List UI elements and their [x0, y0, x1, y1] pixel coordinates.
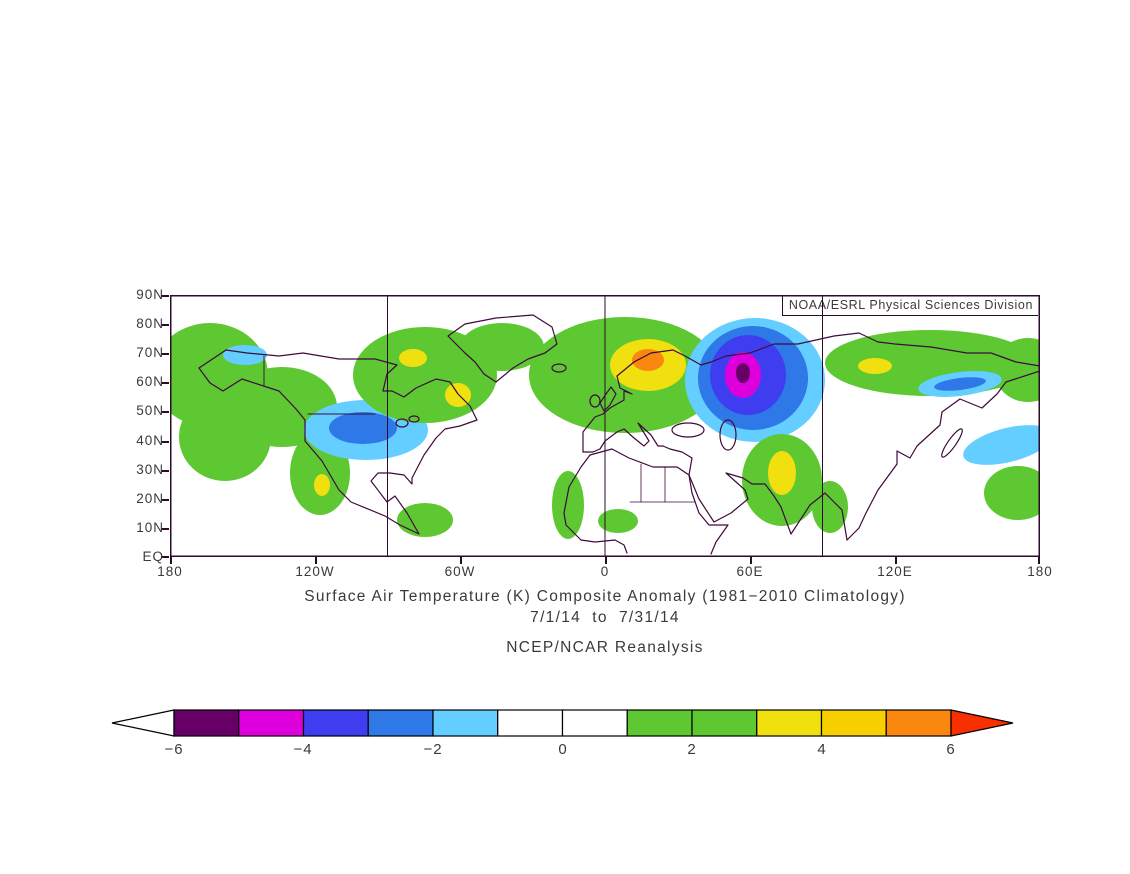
- lat-label-10n: 10N: [136, 520, 164, 535]
- lon-tick-mark: [750, 557, 752, 564]
- coast-africa-west: [563, 454, 628, 554]
- plot-date-range: 7/1/14 to 7/31/14: [530, 609, 680, 626]
- anomaly-blob-east-china-negative: [963, 425, 1053, 465]
- colorbar-arrow-left: [111, 709, 175, 737]
- coast-japan: [941, 428, 963, 458]
- lon-tick-mark: [460, 557, 462, 564]
- lat-label-90n: 90N: [136, 287, 164, 302]
- lat-label-eq: EQ: [142, 549, 164, 564]
- lat-label-60n: 60N: [136, 374, 164, 389]
- colorbar-segment: [238, 709, 305, 737]
- colorbar-label-2: 2: [687, 741, 697, 758]
- anomaly-blob-russia-negative-core: [736, 363, 750, 383]
- colorbar-segment: [820, 709, 887, 737]
- map-frame-border: [170, 295, 1040, 557]
- colorbar-segment: [885, 709, 952, 737]
- coast-africa-north-east: [589, 448, 729, 555]
- anomaly-blob-india-positive: [812, 481, 848, 533]
- colorbar-segment: [432, 709, 499, 737]
- lon-label-0: 0: [600, 564, 610, 579]
- great-lake-1: [395, 418, 409, 428]
- lon-tick-mark: [170, 557, 172, 564]
- colorbar-arrow-right: [950, 709, 1014, 737]
- lat-label-70n: 70N: [136, 345, 164, 360]
- colorbar: [110, 709, 1015, 737]
- anomaly-blob-north-alaska-negative: [223, 345, 267, 365]
- black-sea: [671, 422, 705, 438]
- anomaly-blob-siberia-yellow: [858, 358, 892, 374]
- coast-iceland: [551, 363, 567, 373]
- anomaly-blob-caribbean-positive: [397, 503, 453, 537]
- lon-label-120e: 120E: [877, 564, 913, 579]
- anomaly-blob-amur-core: [934, 377, 986, 391]
- colorbar-segment: [367, 709, 434, 737]
- colorbar-segment: [756, 709, 823, 737]
- colorbar-label-4: 4: [817, 741, 827, 758]
- anomaly-blob-greenland-positive: [460, 323, 544, 371]
- lat-label-40n: 40N: [136, 433, 164, 448]
- colorbar-segment: [173, 709, 240, 737]
- colorbar-segment: [302, 709, 369, 737]
- lon-tick-mark: [315, 557, 317, 564]
- map-panel: [152, 295, 1062, 557]
- lon-tick-mark: [605, 557, 607, 564]
- anomaly-blob-central-africa-positive: [598, 509, 638, 533]
- lon-label-60w: 60W: [444, 564, 476, 579]
- lon-label-180w: 180: [157, 564, 183, 579]
- great-lake-2: [408, 415, 420, 423]
- colorbar-segment: [497, 709, 564, 737]
- colorbar-label-m2: −2: [423, 741, 443, 758]
- anomaly-blob-mexico-yellow: [314, 474, 330, 496]
- plot-dataset: NCEP/NCAR Reanalysis: [506, 639, 704, 656]
- anomaly-blob-middle-east-yellow: [768, 451, 796, 495]
- lat-tick-mark: [161, 556, 169, 558]
- colorbar-label-m4: −4: [293, 741, 313, 758]
- coast-east-asia: [846, 370, 1041, 541]
- colorbar-svg: [111, 709, 1014, 737]
- lon-tick-mark: [895, 557, 897, 564]
- anomaly-fills: [152, 317, 1062, 539]
- colorbar-segment: [626, 709, 693, 737]
- anomaly-blob-canada-yellow-1: [399, 349, 427, 367]
- colorbar-label-6: 6: [946, 741, 956, 758]
- lat-label-80n: 80N: [136, 316, 164, 331]
- colorbar-segment: [691, 709, 758, 737]
- attribution-label: NOAA/ESRL Physical Sciences Division: [781, 296, 1038, 316]
- lat-tick-mark: [161, 295, 169, 297]
- lat-label-20n: 20N: [136, 491, 164, 506]
- lat-tick-mark: [161, 382, 169, 384]
- coast-greenland: [447, 314, 558, 383]
- lon-label-60e: 60E: [736, 564, 764, 579]
- anomaly-map: [152, 295, 1062, 557]
- caspian-sea: [719, 419, 737, 451]
- anomaly-blob-se-asia-positive: [984, 466, 1052, 520]
- lat-tick-mark: [161, 470, 169, 472]
- lon-tick-mark: [1038, 557, 1040, 564]
- lon-label-120w: 120W: [295, 564, 335, 579]
- coast-ireland: [589, 394, 601, 408]
- lat-tick-mark: [161, 353, 169, 355]
- anomaly-blob-scandinavia-orange: [632, 349, 664, 371]
- lat-label-50n: 50N: [136, 403, 164, 418]
- colorbar-label-0: 0: [558, 741, 568, 758]
- coast-north-america: [198, 349, 478, 535]
- anomaly-blob-central-us-core: [329, 412, 397, 444]
- colorbar-segment: [561, 709, 628, 737]
- anomaly-blob-west-africa-positive: [552, 471, 584, 539]
- lat-tick-mark: [161, 411, 169, 413]
- lat-label-30n: 30N: [136, 462, 164, 477]
- lon-label-180e: 180: [1027, 564, 1053, 579]
- lat-tick-mark: [161, 499, 169, 501]
- plot-title: Surface Air Temperature (K) Composite An…: [304, 588, 906, 605]
- lat-tick-mark: [161, 528, 169, 530]
- lat-tick-mark: [161, 441, 169, 443]
- lat-tick-mark: [161, 324, 169, 326]
- colorbar-label-m6: −6: [164, 741, 184, 758]
- coast-eurasia-north: [582, 332, 1041, 453]
- coastlines: [198, 314, 1041, 555]
